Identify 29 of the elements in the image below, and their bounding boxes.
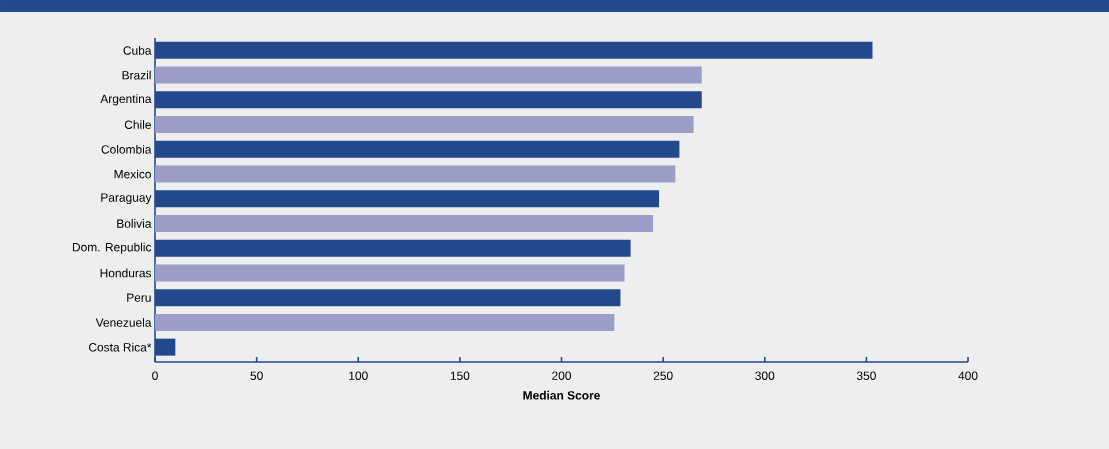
y-tick-label: Bolivia	[117, 219, 152, 228]
y-tick-label: Honduras	[100, 268, 152, 278]
y-tick-label: Venezuela	[95, 318, 152, 327]
y-tick-label: Chile	[124, 120, 151, 129]
y-tick-label: Argentina	[100, 94, 152, 106]
y-tick-label: Peru	[127, 293, 151, 302]
x-tick-label: 350	[856, 371, 876, 380]
y-tick-label: Paraguay	[101, 193, 152, 205]
x-tick-label: 150	[450, 371, 470, 380]
x-tick-label: 400	[958, 371, 978, 380]
y-tick-label: Brazil	[122, 70, 151, 80]
bar	[155, 165, 676, 183]
y-tick-label: Cuba	[123, 45, 152, 55]
y-tick-label: Mexico	[114, 169, 151, 179]
x-tick-label: 100	[349, 371, 368, 380]
bar	[155, 214, 653, 232]
bar	[155, 116, 694, 134]
x-tick-label: 50	[250, 371, 263, 380]
x-axis-title: Median Score	[523, 390, 600, 400]
y-tick-label: Costa Rica*	[88, 342, 152, 352]
bar	[155, 313, 615, 331]
bar	[155, 264, 625, 282]
x-tick-label: 250	[653, 371, 673, 380]
bar	[155, 66, 702, 84]
y-tick-label: Colombia	[101, 144, 152, 154]
y-tick-label: Dom. Republic	[72, 242, 152, 254]
x-tick-label: 200	[552, 371, 572, 380]
x-tick-label: 300	[755, 371, 775, 380]
x-tick-label: 0	[152, 371, 158, 380]
